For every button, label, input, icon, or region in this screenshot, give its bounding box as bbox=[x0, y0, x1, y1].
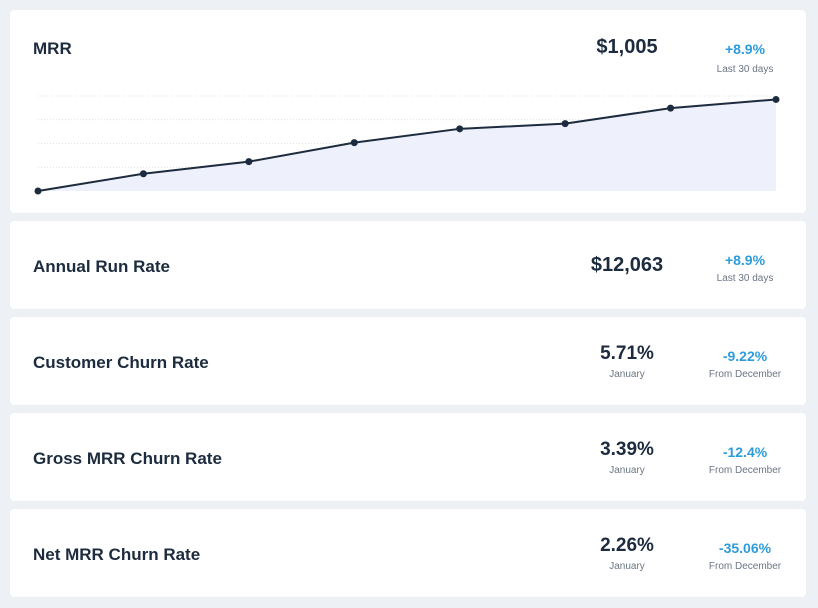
net-mrr-churn-rate-title: Net MRR Churn Rate bbox=[33, 545, 201, 564]
mrr-chart bbox=[34, 95, 780, 195]
chart-point[interactable] bbox=[456, 125, 464, 133]
mrr-change: +8.9% bbox=[724, 41, 766, 57]
chart-point[interactable] bbox=[245, 158, 253, 166]
customer-churn-rate-card: Customer Churn Rate 5.71% January -9.22%… bbox=[10, 317, 806, 405]
annual-run-rate-change-period: Last 30 days bbox=[716, 273, 774, 284]
mrr-card: MRR $1,005 +8.9% Last 30 days bbox=[10, 10, 806, 213]
gross-mrr-churn-rate-change: -12.4% bbox=[722, 444, 768, 460]
annual-run-rate-title: Annual Run Rate bbox=[33, 257, 170, 276]
chart-series-line bbox=[37, 98, 777, 192]
chart-point[interactable] bbox=[350, 139, 358, 147]
mrr-title: MRR bbox=[33, 39, 72, 58]
mrr-value: $1,005 bbox=[596, 36, 658, 58]
chart-point[interactable] bbox=[772, 95, 780, 103]
gross-mrr-churn-rate-title: Gross MRR Churn Rate bbox=[33, 449, 222, 468]
annual-run-rate-change: +8.9% bbox=[724, 252, 766, 268]
net-mrr-churn-rate-card: Net MRR Churn Rate 2.26% January -35.06%… bbox=[10, 509, 806, 597]
chart-point[interactable] bbox=[561, 120, 569, 128]
chart-point[interactable] bbox=[34, 187, 42, 195]
customer-churn-rate-period: January bbox=[609, 369, 645, 380]
customer-churn-rate-title: Customer Churn Rate bbox=[33, 353, 209, 372]
customer-churn-rate-change: -9.22% bbox=[722, 348, 768, 364]
net-mrr-churn-rate-value: 2.26% bbox=[600, 535, 654, 556]
net-mrr-churn-rate-period: January bbox=[609, 561, 645, 572]
gross-mrr-churn-rate-change-period: From December bbox=[708, 465, 782, 476]
annual-run-rate-card: Annual Run Rate $12,063 +8.9% Last 30 da… bbox=[10, 221, 806, 309]
net-mrr-churn-rate-change-period: From December bbox=[708, 561, 782, 572]
customer-churn-rate-value: 5.71% bbox=[600, 343, 654, 364]
gross-mrr-churn-rate-period: January bbox=[609, 465, 645, 476]
customer-churn-rate-change-period: From December bbox=[708, 369, 782, 380]
annual-run-rate-value: $12,063 bbox=[590, 254, 664, 276]
net-mrr-churn-rate-change: -35.06% bbox=[718, 540, 772, 556]
gross-mrr-churn-rate-card: Gross MRR Churn Rate 3.39% January -12.4… bbox=[10, 413, 806, 501]
chart-point[interactable] bbox=[139, 170, 147, 178]
mrr-change-period: Last 30 days bbox=[716, 64, 774, 75]
chart-area bbox=[38, 99, 776, 191]
chart-point[interactable] bbox=[667, 104, 675, 112]
gross-mrr-churn-rate-value: 3.39% bbox=[600, 439, 654, 460]
